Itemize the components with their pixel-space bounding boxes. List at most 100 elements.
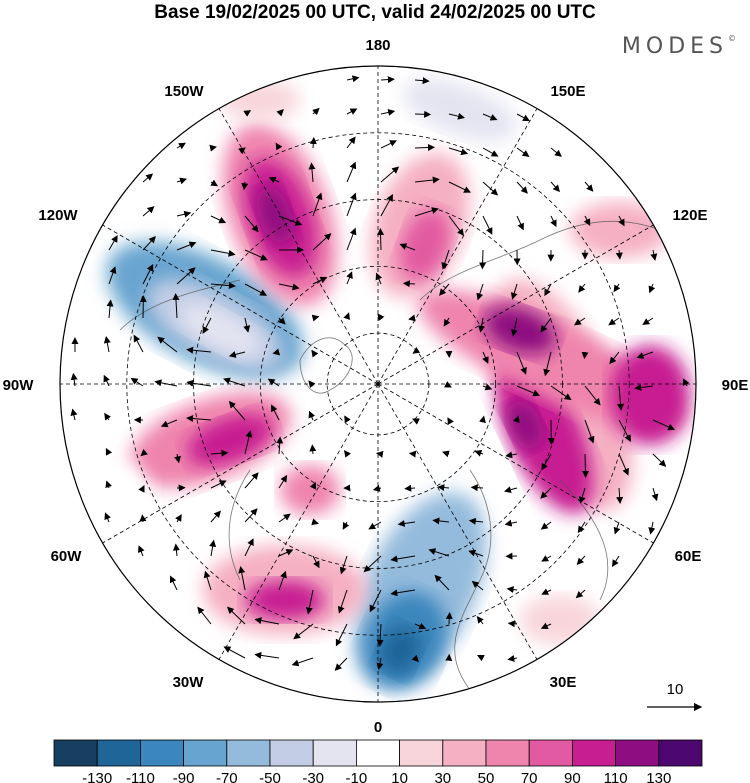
wind-vector — [140, 449, 148, 457]
wind-vector — [203, 570, 212, 591]
meridian-line — [377, 383, 538, 660]
wind-vector — [540, 622, 552, 629]
anomaly-shading — [85, 78, 690, 689]
wind-vector — [482, 147, 499, 157]
anomaly-region — [379, 625, 421, 675]
wind-vector — [272, 348, 281, 356]
anomaly-region — [496, 356, 594, 514]
wind-vector — [377, 227, 385, 251]
wind-vector — [541, 588, 552, 595]
wind-vector — [344, 449, 351, 458]
wind-vector — [223, 646, 246, 659]
meridian-line — [218, 108, 379, 385]
anomaly-region — [256, 186, 294, 244]
wind-vector — [412, 346, 421, 354]
longitude-label-150E: 150E — [550, 83, 585, 100]
anomaly-region — [85, 460, 155, 580]
wind-vector — [104, 512, 111, 523]
wind-vector — [613, 283, 621, 293]
wind-vector — [244, 508, 258, 523]
wind-vector — [377, 313, 385, 322]
longitude-label-90E: 90E — [722, 377, 749, 394]
wind-vector — [244, 430, 253, 455]
wind-vector — [397, 520, 416, 527]
wind-vector — [176, 210, 192, 218]
wind-vector — [228, 351, 246, 358]
wind-vector — [550, 147, 562, 157]
colorbar-tick: -110 — [126, 770, 155, 783]
colorbar-swatch — [183, 739, 228, 767]
wind-vector — [540, 317, 552, 333]
wind-vector — [380, 76, 395, 84]
wind-vector — [578, 283, 586, 293]
wind-vector — [516, 351, 527, 375]
anomaly-region — [610, 345, 690, 445]
wind-vector — [482, 113, 498, 121]
wind-vector — [346, 75, 360, 83]
wind-vector — [103, 336, 111, 353]
wind-vector — [390, 589, 416, 597]
wind-vector — [504, 519, 518, 527]
colorbar-tick: 90 — [564, 770, 581, 783]
wind-vector — [311, 314, 320, 322]
wind-vector — [583, 215, 591, 226]
wind-vector — [312, 107, 320, 116]
longitude-label-60E: 60E — [675, 548, 702, 565]
wind-vector — [238, 566, 246, 591]
wind-vector — [210, 179, 219, 187]
wind-vector — [169, 575, 178, 591]
wind-vector — [482, 383, 493, 391]
wind-vector — [278, 549, 294, 557]
wind-vector — [226, 606, 246, 625]
colorbar-tick: 50 — [478, 770, 495, 783]
wind-vector — [390, 555, 416, 563]
colorbar-tick: -30 — [302, 770, 324, 783]
wind-vector — [447, 417, 454, 426]
wind-vector — [174, 453, 181, 464]
latitude-circle — [126, 132, 630, 636]
colorbar-swatch — [615, 739, 660, 767]
wind-vector — [244, 249, 268, 261]
wind-vector — [550, 385, 572, 401]
longitude-label-120W: 120W — [38, 207, 78, 224]
wind-vector — [244, 538, 254, 557]
wind-vector — [578, 487, 586, 504]
anomaly-region — [280, 465, 340, 515]
wind-vector — [308, 162, 316, 183]
coastline — [228, 469, 251, 581]
longitude-label-150W: 150W — [164, 83, 204, 100]
wind-vector — [682, 378, 690, 387]
wind-vector — [482, 215, 493, 235]
wind-vector — [618, 453, 629, 476]
wind-vector — [133, 334, 144, 353]
wind-vector — [293, 623, 314, 640]
wind-vector — [209, 144, 217, 152]
wind-vector — [142, 236, 156, 251]
colorbar-swatch — [658, 739, 703, 767]
wind-vector — [516, 147, 530, 157]
wind-vector — [575, 589, 586, 599]
wind-vector — [346, 108, 358, 115]
wind-vector — [311, 518, 319, 526]
wind-vector — [176, 241, 197, 251]
wind-vector — [267, 378, 280, 387]
wind-vector — [375, 450, 384, 458]
anomaly-region — [520, 595, 600, 645]
coastline — [454, 469, 492, 691]
wind-vector — [441, 249, 450, 270]
wind-vector — [642, 317, 654, 326]
colorbar-swatch — [528, 739, 573, 767]
wind-vector — [479, 415, 486, 424]
wind-vector — [474, 450, 484, 457]
wind-vector — [337, 589, 348, 614]
anomaly-region — [179, 303, 261, 357]
wind-vector — [648, 521, 656, 535]
wind-vector — [335, 623, 348, 647]
wind-vector — [652, 453, 667, 467]
wind-vector — [223, 377, 246, 387]
meridian-line — [102, 383, 379, 544]
wind-vector — [505, 451, 518, 459]
wind-vector — [414, 207, 439, 217]
wind-vector — [108, 235, 118, 251]
